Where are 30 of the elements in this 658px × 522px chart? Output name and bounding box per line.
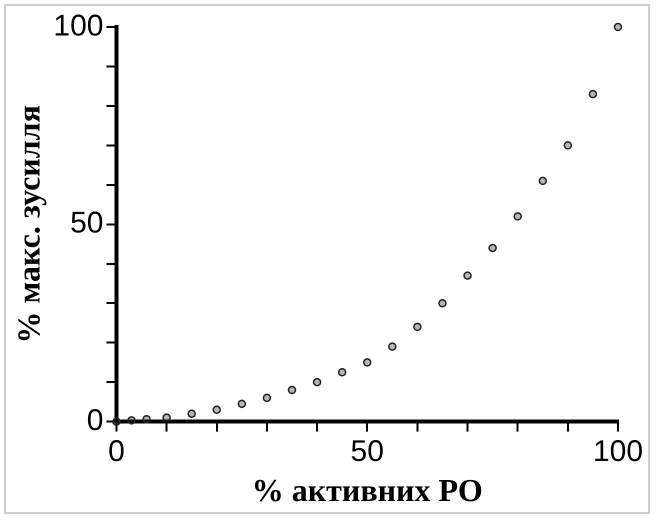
- point: [488, 244, 497, 252]
- point: [162, 413, 171, 422]
- point: [338, 368, 346, 377]
- point: [187, 409, 196, 418]
- point: [362, 358, 372, 367]
- point: [564, 141, 572, 150]
- point: [588, 90, 598, 98]
- y-tick-label: 0: [86, 404, 104, 437]
- point: [127, 416, 136, 425]
- x-tick-label: 0: [108, 434, 125, 468]
- x-axis-title: % активних РО: [252, 472, 483, 508]
- point: [538, 176, 548, 186]
- y-tick-label: 100: [53, 9, 104, 42]
- y-axis-title: % макс. зусилля: [10, 105, 46, 344]
- point: [288, 386, 296, 394]
- point: [238, 400, 246, 408]
- point: [614, 22, 622, 32]
- point: [212, 406, 222, 414]
- x-tick-label: 50: [350, 434, 384, 468]
- point: [413, 322, 422, 332]
- point: [388, 342, 397, 351]
- point: [513, 212, 522, 221]
- y-tick-label: 50: [70, 206, 104, 240]
- point: [438, 298, 447, 308]
- point: [312, 378, 322, 386]
- point: [262, 394, 272, 402]
- point: [112, 417, 121, 426]
- point: [463, 271, 472, 280]
- x-tick-label: 100: [592, 434, 644, 468]
- point: [142, 414, 151, 424]
